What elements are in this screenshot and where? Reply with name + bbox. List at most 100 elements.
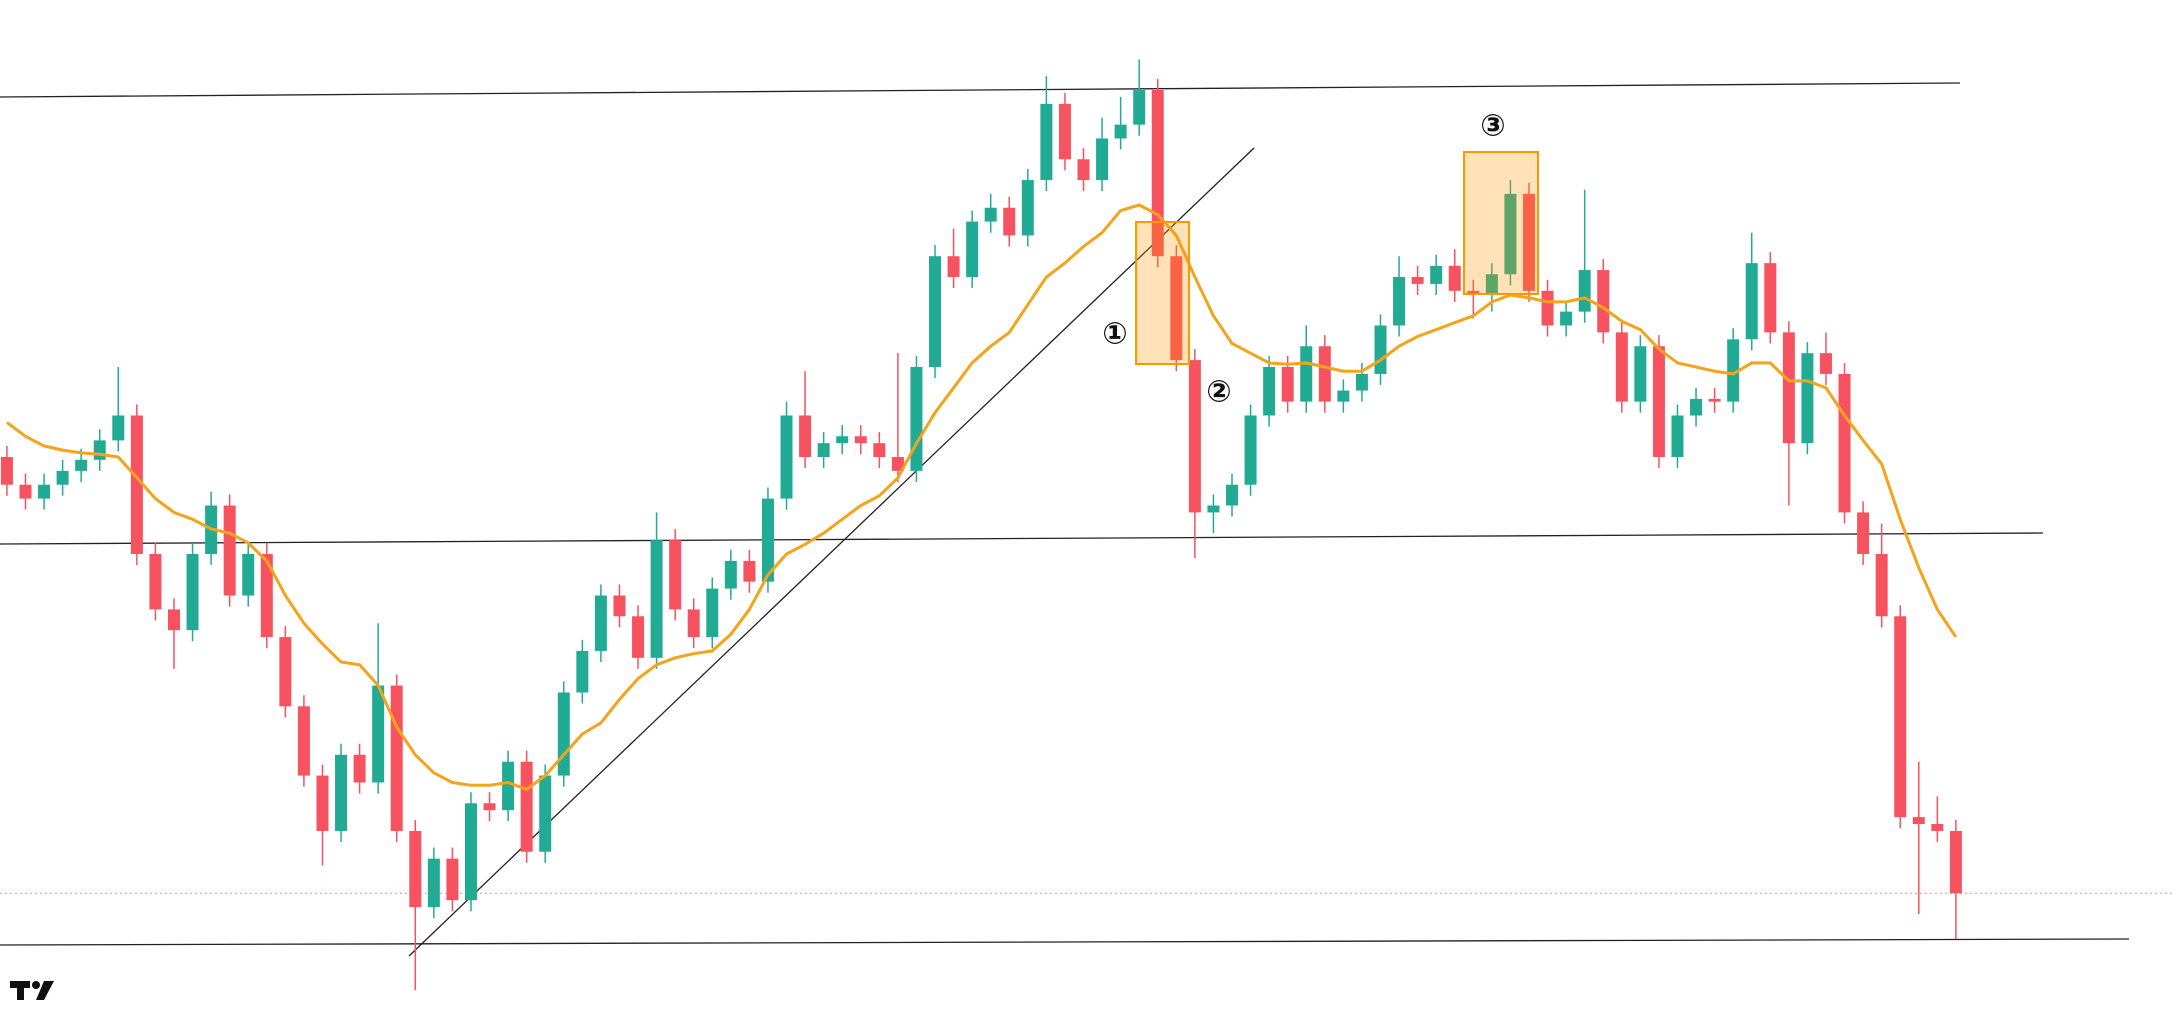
candle-body	[1801, 353, 1814, 444]
candle-body	[1448, 265, 1461, 291]
highlight-box	[1463, 151, 1539, 295]
candle-body	[520, 761, 533, 852]
candle-body	[1040, 103, 1053, 181]
candle-body	[1021, 180, 1034, 236]
candle-body	[1764, 263, 1777, 333]
candle-body	[1560, 311, 1573, 326]
candle-body	[594, 595, 607, 651]
candle-body	[650, 540, 663, 658]
candle-body	[724, 560, 737, 589]
trend-line	[408, 147, 1255, 957]
candle-body	[1745, 263, 1758, 340]
candle-body	[1411, 276, 1424, 284]
candle-body	[1263, 367, 1276, 416]
candle-body	[1244, 415, 1257, 485]
candle-body	[836, 436, 849, 444]
candle-body	[1634, 346, 1647, 402]
candle-body	[1374, 325, 1387, 374]
candle-body	[1727, 339, 1740, 402]
candle-body	[1281, 367, 1294, 402]
mid-line	[0, 532, 2044, 545]
candle-body	[56, 470, 69, 485]
candle-body	[1077, 159, 1090, 181]
candle-body	[1857, 512, 1870, 554]
candle-body	[260, 553, 273, 638]
candle-body	[1690, 398, 1703, 416]
candle-body	[149, 553, 162, 610]
candle-body	[1170, 256, 1183, 361]
logo	[10, 981, 54, 1000]
candle-body	[1838, 373, 1851, 513]
candle-body	[817, 443, 830, 458]
candle-body	[1504, 193, 1517, 275]
candle-body	[1430, 265, 1443, 284]
candle-body	[1912, 817, 1925, 825]
candle-body	[464, 803, 477, 901]
candle-body	[1207, 505, 1220, 513]
candle-body	[613, 595, 626, 617]
candle-body	[539, 775, 552, 852]
candle-body	[297, 706, 310, 776]
candle-body	[1949, 830, 1962, 894]
candle-body	[1671, 415, 1684, 458]
candle-body	[242, 553, 255, 596]
candle-body	[947, 256, 960, 277]
candle-body	[1467, 290, 1480, 294]
candle-body	[761, 498, 774, 582]
candle-body	[186, 553, 199, 631]
candle-body	[984, 207, 997, 222]
candle-body	[1894, 616, 1907, 818]
candles	[0, 59, 2172, 991]
highlight-box	[1135, 221, 1190, 365]
candle-body	[502, 761, 515, 811]
candle-body	[1541, 290, 1554, 326]
candle-body	[93, 440, 106, 460]
candle-body	[279, 637, 292, 707]
candle-body	[1597, 270, 1610, 333]
candle-body	[576, 650, 589, 693]
moving-average	[6, 203, 1958, 792]
candle-body	[632, 616, 645, 658]
candle-body	[799, 415, 812, 458]
candle-body	[1931, 824, 1944, 831]
candle-body	[1133, 90, 1146, 125]
candle-body	[1096, 138, 1109, 181]
candle-body	[1355, 373, 1368, 391]
candle-body	[706, 588, 719, 638]
candle-body	[75, 459, 88, 471]
candle-body	[1875, 553, 1888, 617]
candle-body	[446, 858, 459, 901]
candle-body	[1300, 346, 1313, 402]
candle-body	[1058, 103, 1071, 160]
candle-body	[873, 443, 886, 458]
candle-body	[557, 692, 570, 776]
candle-body	[335, 754, 348, 831]
candle-body	[1003, 207, 1016, 236]
candle-body	[1708, 398, 1721, 402]
candle-body	[1522, 193, 1535, 291]
candle-body	[130, 415, 143, 554]
candle-body	[1188, 360, 1201, 513]
resistance-line	[0, 82, 1961, 98]
candle-body	[372, 685, 385, 783]
candle-body	[780, 415, 793, 499]
candle-body	[19, 484, 32, 499]
candle-body	[743, 560, 756, 582]
candle-body	[0, 457, 13, 485]
candle-body	[223, 505, 236, 596]
annotation: ③	[1480, 109, 1505, 144]
candle-body	[1226, 484, 1239, 506]
candle-body	[390, 685, 403, 831]
candle-body	[966, 221, 979, 277]
candle-body	[1652, 346, 1665, 458]
annotation: ①	[1102, 317, 1127, 352]
candle-body	[409, 830, 422, 908]
candle-body	[1318, 346, 1331, 402]
candle-body	[687, 609, 700, 638]
candle-body	[891, 457, 904, 471]
candle-body	[353, 754, 366, 783]
annotation: ②	[1206, 375, 1231, 410]
candle-body	[1782, 332, 1795, 444]
candle-body	[427, 858, 440, 908]
candle-body	[1337, 390, 1350, 402]
